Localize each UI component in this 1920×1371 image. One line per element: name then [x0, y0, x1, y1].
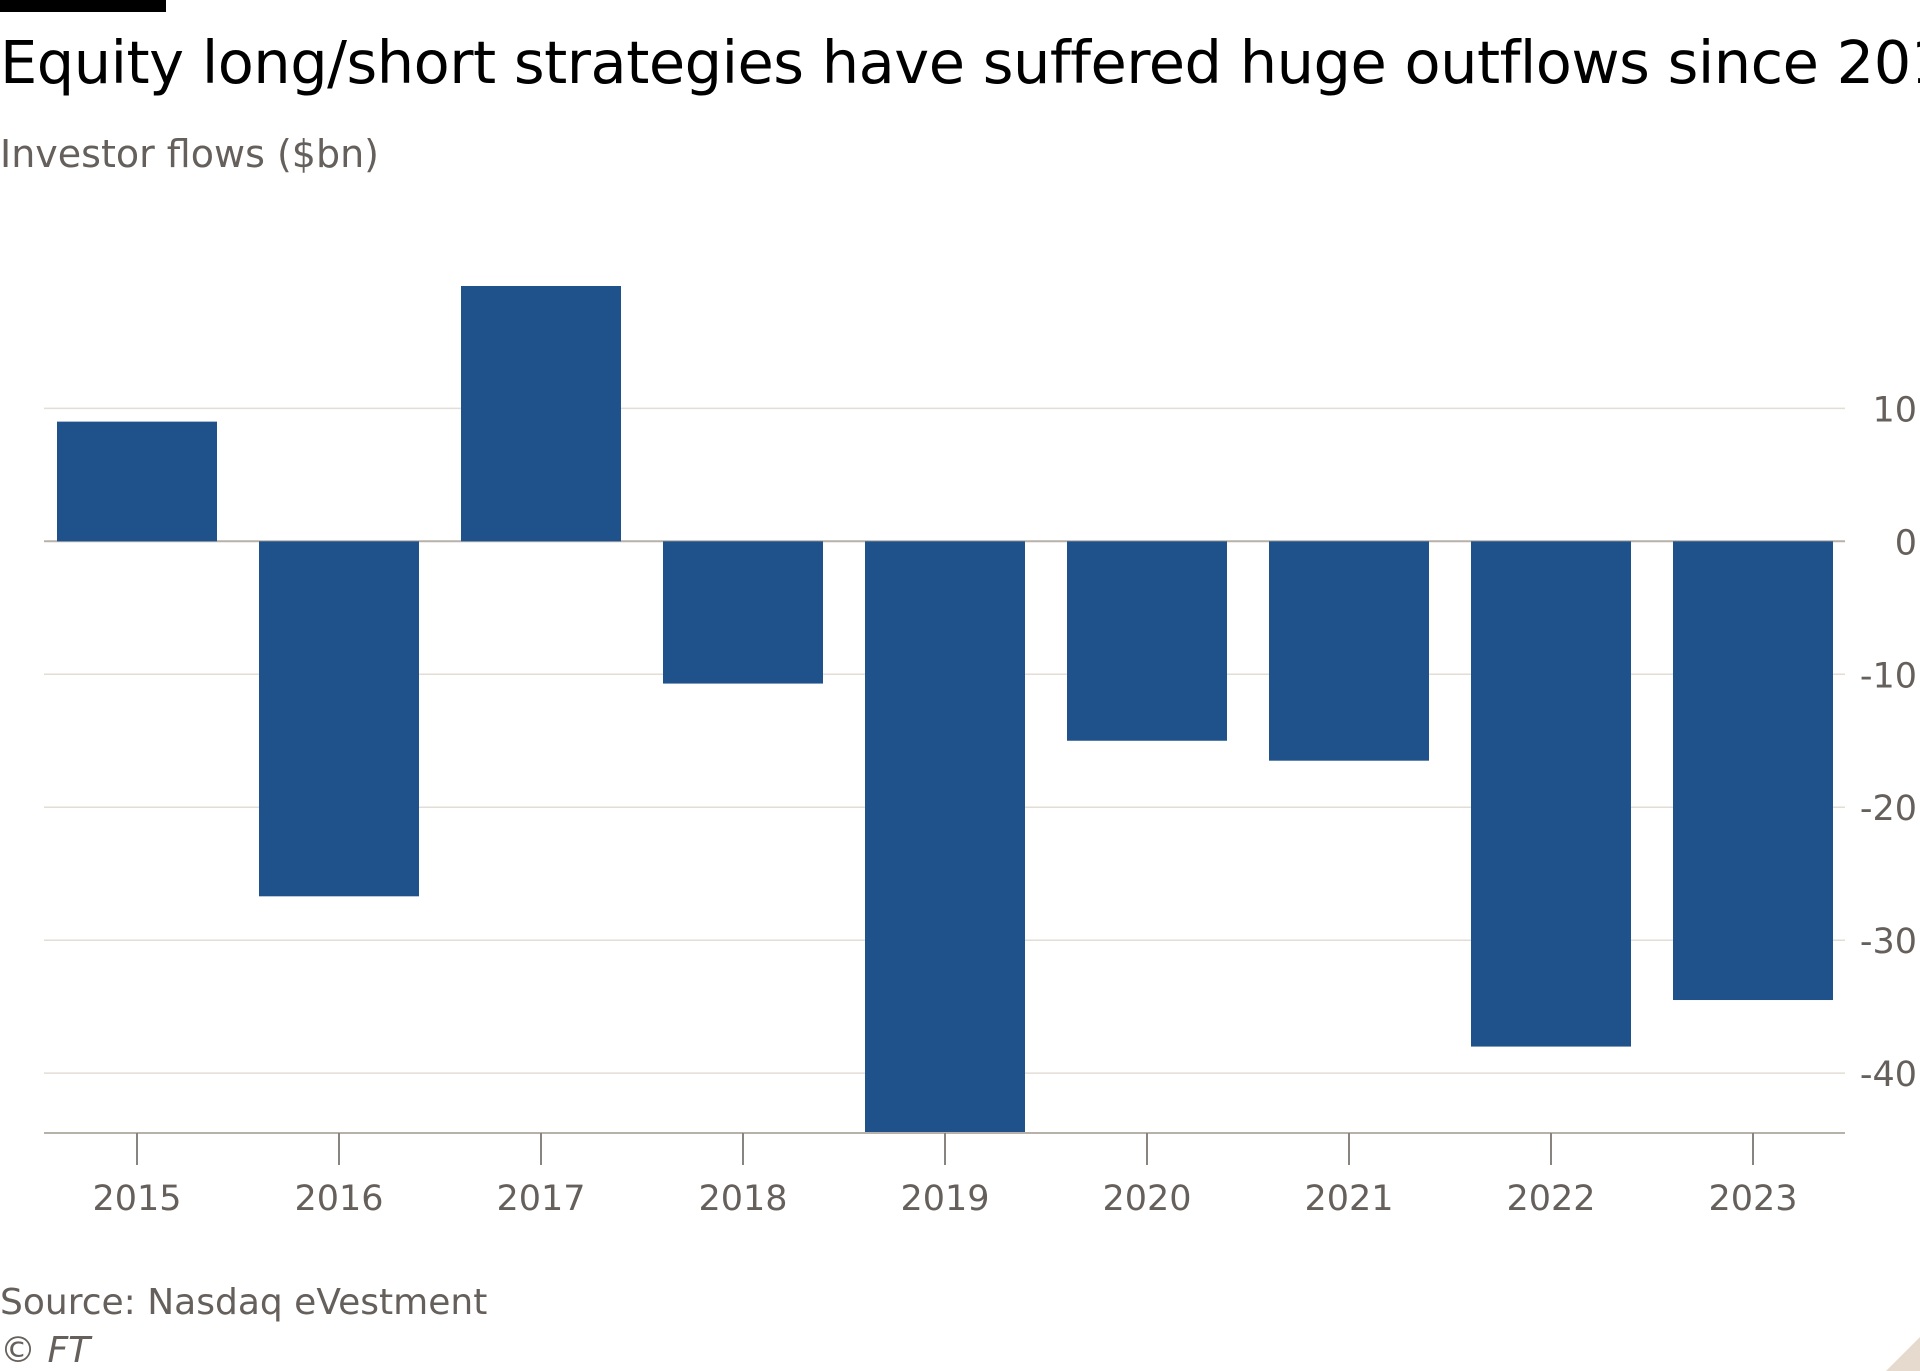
y-tick-label: 10 [1872, 390, 1917, 430]
x-tick-label: 2022 [1506, 1179, 1595, 1219]
x-tick-label: 2020 [1102, 1179, 1191, 1219]
bars [57, 286, 1833, 1133]
bar-2018 [663, 541, 823, 684]
bar-2019 [865, 541, 1025, 1133]
bar-2021 [1269, 541, 1429, 761]
bar-2020 [1067, 541, 1227, 741]
x-tick-label: 2017 [496, 1179, 585, 1219]
x-axis [44, 1132, 1845, 1165]
bar-2023 [1673, 541, 1833, 1001]
y-axis: 10 0 -10 -20 -30 -40 [1860, 390, 1917, 1095]
bar-2015 [57, 421, 217, 542]
x-tick-label: 2018 [698, 1179, 787, 1219]
top-accent-bar [0, 0, 166, 12]
chart-subtitle: Investor flows ($bn) [0, 132, 379, 176]
x-tick-label: 2016 [294, 1179, 383, 1219]
chart-title: Equity long/short strategies have suffer… [0, 28, 1920, 97]
x-tick-label: 2015 [92, 1179, 181, 1219]
copyright-note: © FT [0, 1330, 91, 1371]
y-tick-label: -10 [1860, 656, 1917, 696]
bar-2017 [461, 286, 621, 542]
corner-fold-icon [1886, 1337, 1920, 1371]
source-note: Source: Nasdaq eVestment [0, 1282, 488, 1323]
y-tick-label: -20 [1860, 789, 1917, 829]
x-tick-label: 2023 [1708, 1179, 1797, 1219]
x-tick-label: 2019 [900, 1179, 989, 1219]
x-tick-labels: 2015 2016 2017 2018 2019 2020 2021 2022 2023 [92, 1179, 1797, 1219]
bar-2022 [1471, 541, 1631, 1047]
x-tick-label: 2021 [1304, 1179, 1393, 1219]
bar-2016 [259, 541, 419, 897]
y-tick-label: 0 [1895, 523, 1917, 563]
y-tick-label: -40 [1860, 1055, 1917, 1095]
y-tick-label: -30 [1860, 922, 1917, 962]
